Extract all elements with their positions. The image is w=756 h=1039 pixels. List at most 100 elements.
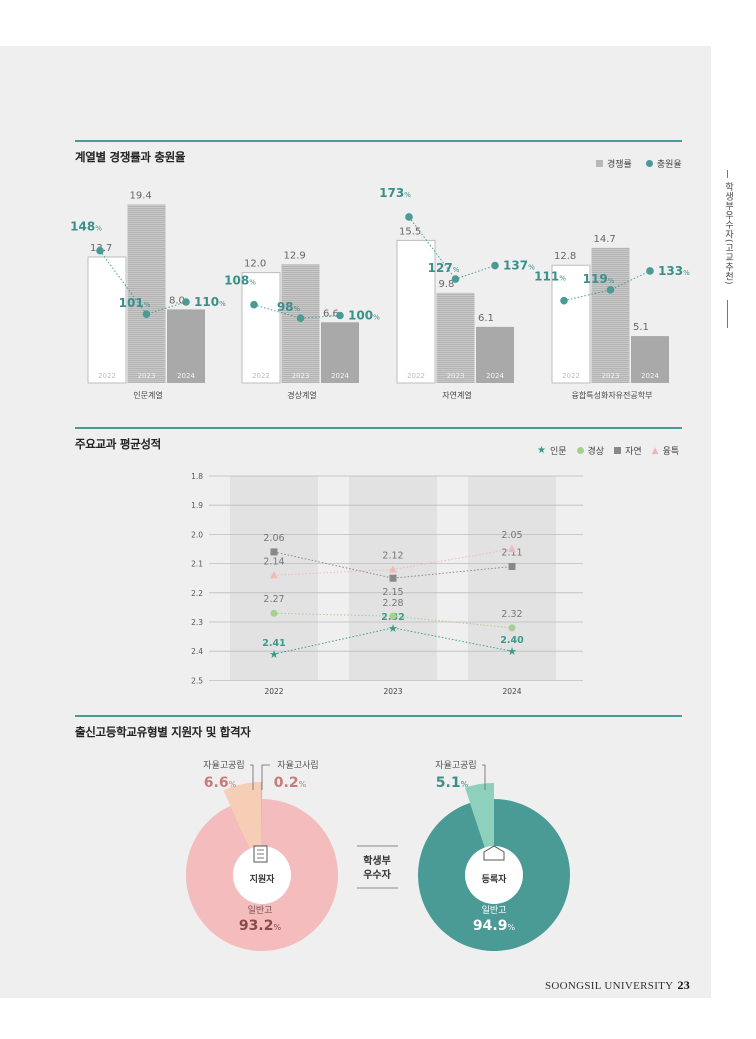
y-tick-label: 2.2 — [191, 589, 203, 598]
legend-bar-swatch — [596, 160, 603, 167]
legend-square-icon — [614, 447, 622, 454]
legend-line-swatch — [645, 160, 653, 167]
section2-title: 주요교과 평균성적 — [75, 437, 161, 451]
legend-series-4: 융특 — [662, 447, 680, 457]
x-tick-label: 2023 — [383, 687, 402, 696]
legend-series-3: 자연 — [625, 447, 642, 457]
grade-value-label: 2.11 — [501, 548, 522, 559]
registrant-center-hole — [465, 846, 523, 904]
grade-value-label: 2.41 — [262, 638, 285, 649]
registrant-main-label: 일반고 — [482, 905, 507, 916]
y-tick-label: 2.5 — [191, 676, 203, 685]
registrant-center-label: 등록자 — [482, 873, 508, 885]
side-rule-top — [727, 170, 728, 178]
bar-value-label: 14.7 — [594, 234, 616, 245]
fill-rate-label: 111% — [534, 270, 566, 284]
bar-value-label: 8.0 — [169, 295, 185, 306]
fill-rate-point — [405, 213, 413, 221]
grade-value-label: 2.05 — [501, 530, 522, 541]
bar-year-label: 2023 — [292, 372, 310, 380]
grade-value-label: 2.12 — [382, 550, 403, 561]
bar-value-label: 12.0 — [244, 259, 266, 270]
registrant-public-value: 5.1% — [436, 775, 469, 791]
document-icon — [253, 845, 268, 863]
legend-circle-icon — [576, 447, 584, 454]
grade-value-label: 2.32 — [501, 609, 522, 620]
applicant-center-hole — [233, 846, 291, 904]
bar-0-2 — [167, 309, 205, 383]
bar-year-label: 2023 — [447, 372, 465, 380]
page-number: 23 — [677, 978, 691, 992]
competition-chart: 13.7202219.420238.02024148%101%110%인문계열1… — [70, 186, 690, 400]
group-label: 경상계열 — [287, 390, 316, 400]
fill-rate-point — [296, 314, 305, 323]
bar-value-label: 12.9 — [284, 250, 306, 261]
bar-year-label: 2024 — [331, 372, 349, 380]
bar-year-label: 2022 — [562, 372, 580, 380]
bar-value-label: 19.4 — [130, 191, 152, 202]
bar-2-2 — [476, 326, 514, 383]
fill-rate-point — [451, 275, 460, 283]
applicant-private-leader — [261, 764, 270, 790]
square-marker — [508, 563, 516, 571]
fill-rate-point — [646, 267, 654, 275]
grade-value-label: 2.15 — [382, 587, 403, 598]
fill-rate-label: 133% — [658, 264, 690, 278]
fill-rate-label: 119% — [583, 272, 615, 286]
section3-title: 출신고등학교유형별 지원자 및 합격자 — [75, 725, 251, 739]
fill-rate-label: 98% — [277, 300, 301, 314]
bar-year-label: 2023 — [602, 372, 620, 380]
footer-university: SOONGSIL UNIVERSITY — [545, 980, 674, 992]
grade-value-label: 2.06 — [263, 533, 284, 544]
fill-rate-label: 101% — [119, 296, 151, 310]
year-band-2 — [468, 476, 556, 681]
bar-value-label: 12.8 — [554, 251, 576, 262]
fill-rate-label: 110% — [194, 295, 226, 309]
group-label: 인문계열 — [133, 390, 162, 400]
fill-rate-point — [182, 298, 190, 306]
applicant-main-label: 일반고 — [248, 905, 273, 916]
bar-value-label: 15.5 — [399, 226, 421, 237]
bar-3-1 — [591, 247, 630, 383]
fill-rate-point — [142, 310, 151, 318]
bar-value-label: 6.6 — [323, 308, 339, 319]
legend-line-label: 충원율 — [656, 160, 682, 170]
school-building-icon — [483, 845, 505, 861]
legend-bar-label: 경쟁률 — [607, 160, 632, 170]
section1-legend: 경쟁률 충원율 — [596, 157, 682, 170]
page-footer: SOONGSIL UNIVERSITY 23 — [545, 978, 690, 993]
bar-1-2 — [321, 322, 359, 383]
bar-year-label: 2024 — [486, 372, 504, 380]
grade-value-label: 2.40 — [500, 635, 524, 646]
fill-rate-line-1 — [253, 304, 341, 319]
fill-rate-point — [336, 311, 344, 320]
fill-rate-point — [606, 286, 615, 294]
grade-value-label: 2.14 — [263, 556, 284, 567]
square-marker — [270, 548, 278, 556]
registrant-public-leader — [482, 764, 486, 790]
bar-year-label: 2023 — [138, 372, 156, 380]
y-tick-label: 2.3 — [191, 618, 203, 627]
applicant-public-label: 자율고공립 — [203, 760, 244, 771]
fill-rate-line-0 — [99, 250, 187, 315]
side-rule-bottom — [727, 300, 728, 328]
group-label: 융합특성화자유전공학부 — [572, 390, 653, 400]
applicant-main-value: 93.2% — [239, 918, 282, 934]
side-label: 학생부우수자(고교추천) — [723, 182, 733, 286]
registrant-public-label: 자율고공립 — [435, 760, 476, 771]
fill-rate-point — [491, 261, 499, 270]
bar-2-0 — [396, 239, 436, 384]
x-tick-label: 2022 — [264, 687, 283, 696]
side-margin — [712, 46, 756, 998]
fill-rate-point — [96, 246, 104, 255]
applicant-private-label: 자율고사립 — [277, 760, 318, 771]
section2-rule — [75, 427, 682, 429]
y-tick-label: 2.0 — [191, 530, 203, 539]
group-label: 자연계열 — [442, 390, 471, 400]
x-tick-label: 2024 — [502, 687, 521, 696]
section1-rule — [75, 140, 682, 142]
fill-rate-label: 173% — [379, 186, 411, 200]
applicant-private-value: 0.2% — [274, 775, 307, 791]
bar-value-label: 5.1 — [633, 322, 649, 333]
